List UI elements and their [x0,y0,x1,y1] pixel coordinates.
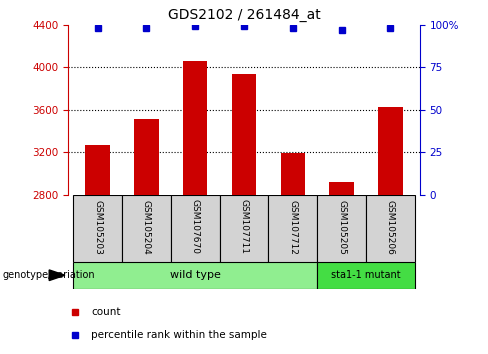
Bar [220,195,268,262]
Bar [378,107,403,195]
Text: genotype/variation: genotype/variation [2,270,95,280]
Bar [232,74,256,195]
Bar [268,195,317,262]
Text: GSM105205: GSM105205 [337,200,346,255]
Text: GSM105206: GSM105206 [386,200,395,255]
Bar [366,195,415,262]
Bar [85,145,110,195]
Bar [317,195,366,262]
Text: GSM107711: GSM107711 [240,200,248,255]
Text: GSM105204: GSM105204 [142,200,151,255]
Text: count: count [91,307,121,318]
Text: sta1-1 mutant: sta1-1 mutant [331,270,401,280]
Bar [183,61,207,195]
Bar [281,153,305,195]
Title: GDS2102 / 261484_at: GDS2102 / 261484_at [167,8,321,22]
Bar [122,195,171,262]
Bar [134,119,159,195]
Bar [317,262,415,289]
Text: wild type: wild type [170,270,221,280]
Bar [73,262,317,289]
Polygon shape [49,270,65,280]
Text: GSM105203: GSM105203 [93,200,102,255]
Text: percentile rank within the sample: percentile rank within the sample [91,330,267,341]
Bar [329,182,354,195]
Text: GSM107712: GSM107712 [288,200,297,255]
Bar [73,195,122,262]
Bar [171,195,220,262]
Text: GSM107670: GSM107670 [191,200,200,255]
